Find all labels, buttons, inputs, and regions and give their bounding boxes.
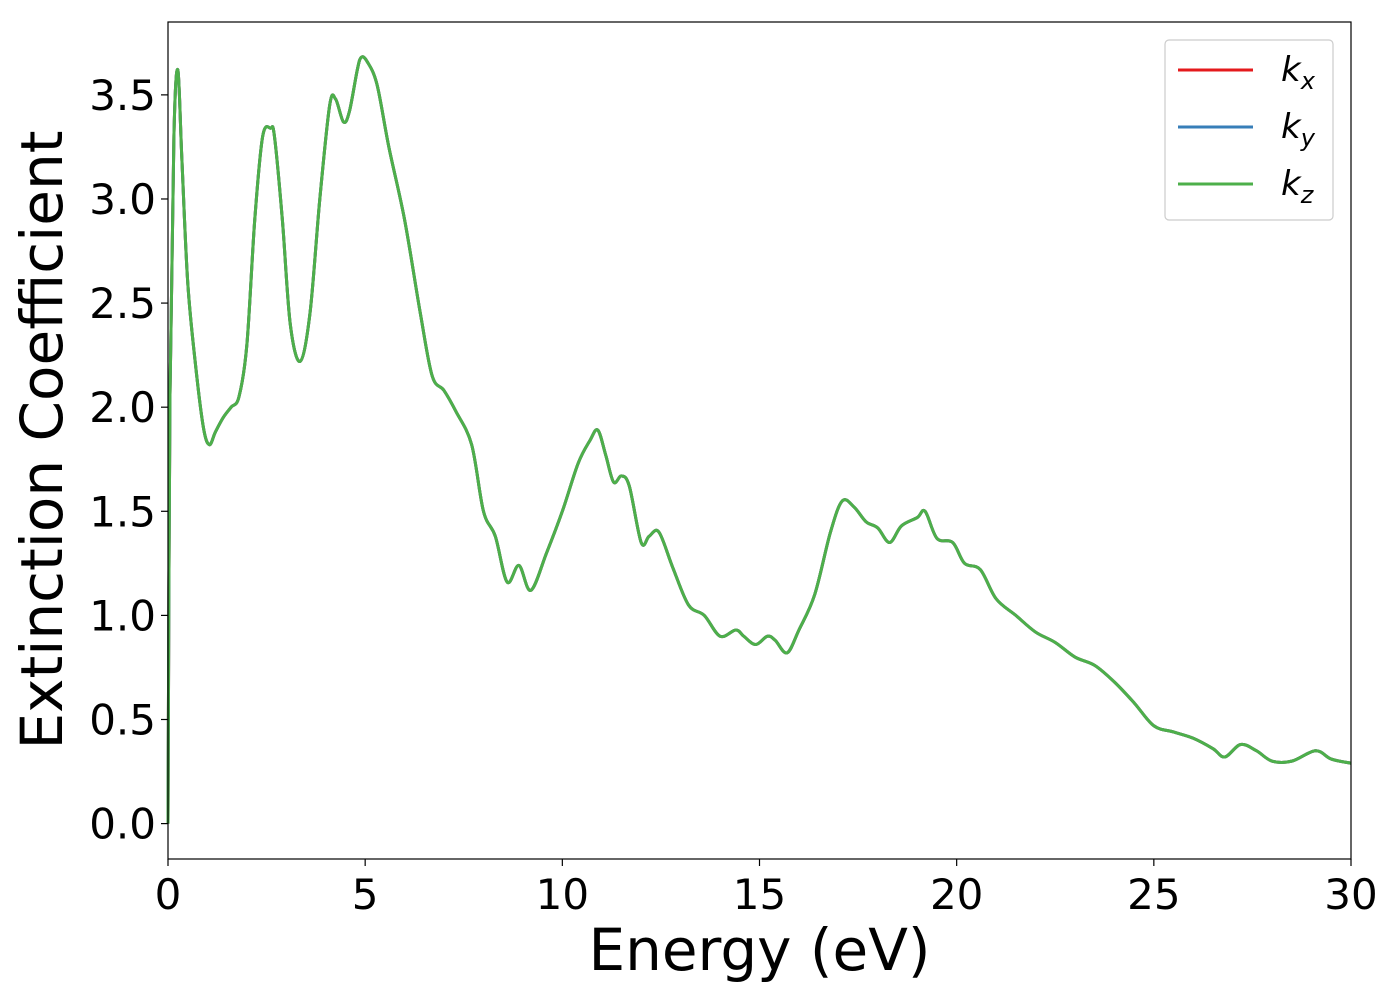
x-tick-label: 30 — [1324, 870, 1377, 919]
y-tick-label: 2.5 — [89, 279, 156, 328]
y-tick-label: 0.0 — [89, 800, 156, 849]
x-tick-label: 5 — [352, 870, 379, 919]
y-tick-label: 3.0 — [89, 175, 156, 224]
x-tick-label: 25 — [1127, 870, 1180, 919]
y-tick-label: 1.5 — [89, 487, 156, 536]
series-layer — [166, 55, 1352, 824]
x-tick-label: 15 — [733, 870, 786, 919]
y-tick-label: 2.0 — [89, 383, 156, 432]
legend-label-kx: kx — [1281, 50, 1316, 95]
y-tick-label: 0.5 — [89, 696, 156, 745]
legend-entries: kx ky kz — [1178, 50, 1316, 209]
y-tick-label: 1.0 — [89, 591, 156, 640]
x-tick-label: 0 — [155, 870, 182, 919]
x-axis-label: Energy (eV) — [588, 916, 930, 984]
legend-label-kz: kz — [1281, 164, 1315, 209]
x-tick-label: 10 — [536, 870, 589, 919]
legend-label-ky: ky — [1281, 107, 1316, 152]
x-tick-label: 20 — [930, 870, 983, 919]
x-axis: 0 5 10 15 20 25 30 — [155, 859, 1378, 919]
y-axis-label: Extinction Coefficient — [8, 131, 76, 750]
legend-box — [1164, 39, 1334, 221]
series-line-kz — [166, 55, 1352, 824]
legend: kx ky kz — [1164, 39, 1334, 221]
y-axis: 0.0 0.5 1.0 1.5 2.0 2.5 3.0 3.5 — [89, 71, 168, 849]
y-tick-label: 3.5 — [89, 71, 156, 120]
